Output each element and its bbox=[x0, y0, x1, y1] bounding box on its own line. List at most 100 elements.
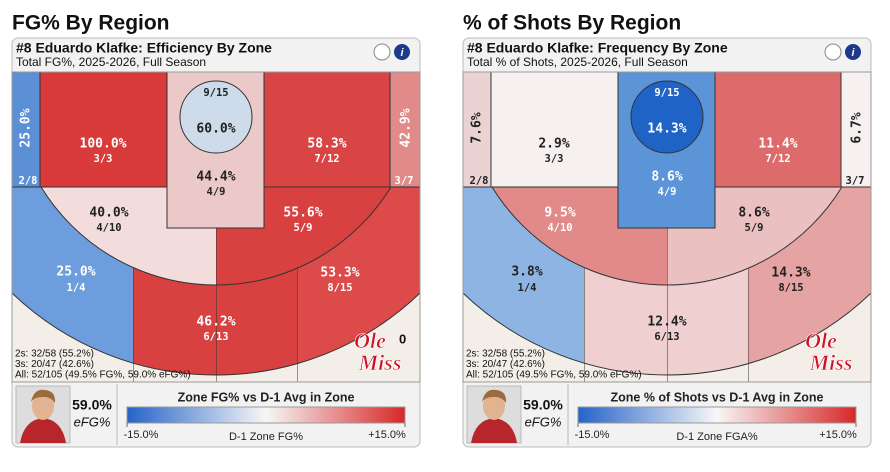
info-glyph: i bbox=[400, 47, 404, 59]
zone-frac: 3/3 bbox=[94, 153, 113, 165]
court: 25.0% 2/8 100.0%3/3 44.4%4/9 60.0% 9/15 58.3%7… bbox=[11, 71, 421, 383]
zone-pct: 7.6% bbox=[470, 112, 485, 143]
panel: #8 Eduardo Klafke: Frequency By ZoneTota… bbox=[462, 37, 872, 448]
zone-frac: 1/4 bbox=[518, 282, 537, 294]
stat-line: All: 52/105 (49.5% FG%, 59.0% eFG%) bbox=[466, 370, 642, 381]
zone bbox=[840, 71, 872, 188]
zone bbox=[462, 71, 492, 188]
efg-label: eFG% bbox=[74, 414, 111, 429]
zone-pct: 2.9% bbox=[538, 137, 569, 152]
zone-frac: 2/8 bbox=[19, 175, 38, 187]
zone-frac: 4/9 bbox=[207, 186, 226, 198]
zone-frac: 1/4 bbox=[67, 282, 86, 294]
zone-pct: 6.7% bbox=[850, 112, 865, 143]
zone bbox=[630, 80, 704, 154]
stat-line: All: 52/105 (49.5% FG%, 59.0% eFG%) bbox=[15, 370, 191, 381]
player-photo bbox=[20, 418, 66, 443]
zone-frac: 7/12 bbox=[314, 153, 339, 165]
efg-value: 59.0% bbox=[523, 397, 563, 413]
zone-pct: 25.0% bbox=[19, 108, 34, 147]
info-glyph: i bbox=[851, 47, 855, 59]
zone-frac: 6/13 bbox=[203, 331, 228, 343]
zone bbox=[714, 71, 842, 188]
team-logo: Miss bbox=[809, 350, 853, 375]
court-border bbox=[462, 71, 872, 383]
stat-line: 2s: 32/58 (55.2%) bbox=[466, 349, 545, 360]
zone-pct: 8.6% bbox=[738, 206, 769, 221]
player-photo bbox=[31, 389, 56, 403]
player-photo bbox=[471, 418, 517, 443]
toggle-icon bbox=[373, 43, 391, 61]
zone-pct: 46.2% bbox=[196, 315, 235, 330]
zone-frac: 3/7 bbox=[846, 175, 865, 187]
panel-heading: % of Shots By Region bbox=[463, 12, 681, 35]
zone-pct: 25.0% bbox=[56, 265, 95, 280]
legend-title: Zone % of Shots vs D-1 Avg in Zone bbox=[611, 390, 824, 404]
zone-pct: 3.8% bbox=[511, 265, 542, 280]
zone-pct: 42.9% bbox=[399, 108, 414, 147]
zone-pct: 9.5% bbox=[544, 206, 575, 221]
zone-pct: 12.4% bbox=[647, 315, 686, 330]
zone-frac: 4/9 bbox=[658, 186, 677, 198]
zone bbox=[39, 71, 168, 188]
zone bbox=[11, 71, 41, 188]
subtitle: Total FG%, 2025-2026, Full Season bbox=[16, 55, 206, 69]
efg-label: eFG% bbox=[525, 414, 562, 429]
zone-pct: 58.3% bbox=[307, 137, 346, 152]
panel: #8 Eduardo Klafke: Efficiency By ZoneTot… bbox=[11, 37, 421, 448]
team-logo: Ole bbox=[354, 328, 386, 353]
zone bbox=[179, 80, 253, 154]
stat-line: 3s: 20/47 (42.6%) bbox=[15, 359, 94, 370]
zone-frac: 3/3 bbox=[545, 153, 564, 165]
zone-pct: 53.3% bbox=[320, 266, 359, 281]
color-bar-axis-label: D-1 Zone FG% bbox=[229, 431, 303, 443]
zone-pct: 8.6% bbox=[651, 170, 682, 185]
zone-pct: 11.4% bbox=[758, 137, 797, 152]
zone-frac: 6/13 bbox=[654, 331, 679, 343]
legend-title: Zone FG% vs D-1 Avg in Zone bbox=[178, 390, 355, 404]
court-border bbox=[11, 71, 421, 383]
stat-line: 3s: 20/47 (42.6%) bbox=[466, 359, 545, 370]
player-photo bbox=[483, 392, 505, 420]
zone-pct: 60.0% bbox=[196, 122, 235, 137]
zone-frac: 7/12 bbox=[765, 153, 790, 165]
subtitle: Total % of Shots, 2025-2026, Full Season bbox=[467, 55, 688, 69]
zone bbox=[263, 71, 391, 188]
zone-frac: 8/15 bbox=[778, 282, 803, 294]
zone-frac: 4/10 bbox=[547, 222, 572, 234]
zone-frac: 9/15 bbox=[654, 87, 679, 99]
zone-frac: 5/9 bbox=[294, 222, 313, 234]
zone bbox=[389, 71, 421, 188]
team-logo: Miss bbox=[358, 350, 402, 375]
zone-pct: 14.3% bbox=[771, 266, 810, 281]
player-title: #8 Eduardo Klafke: Frequency By Zone bbox=[467, 40, 728, 56]
player-photo bbox=[32, 392, 54, 420]
zone-pct: 14.3% bbox=[647, 122, 686, 137]
zone bbox=[490, 71, 619, 188]
color-bar-tick-label: +15.0% bbox=[819, 429, 857, 441]
panel-heading: FG% By Region bbox=[12, 12, 170, 35]
court: 7.6%2/82.9%3/38.6%4/914.3%9/1511.4%7/126… bbox=[462, 71, 872, 383]
zone-pct: 44.4% bbox=[196, 170, 235, 185]
zone-frac: 3/7 bbox=[395, 175, 414, 187]
team-logo: Ole bbox=[805, 328, 837, 353]
zone-pct: 55.6% bbox=[283, 206, 322, 221]
zone-pct: 100.0% bbox=[80, 137, 127, 152]
color-bar-tick-label: +15.0% bbox=[368, 429, 406, 441]
zone-frac: 2/8 bbox=[470, 175, 489, 187]
color-bar-tick-label: -15.0% bbox=[575, 429, 610, 441]
zone-frac: 4/10 bbox=[96, 222, 121, 234]
zone-frac: 5/9 bbox=[745, 222, 764, 234]
zone-frac: 9/15 bbox=[203, 87, 228, 99]
info-icon[interactable] bbox=[845, 44, 861, 60]
toggle-icon bbox=[824, 43, 842, 61]
color-bar-axis-label: D-1 Zone FGA% bbox=[676, 431, 758, 443]
efg-value: 59.0% bbox=[72, 397, 112, 413]
stat-line: 2s: 32/58 (55.2%) bbox=[15, 349, 94, 360]
color-bar bbox=[577, 406, 857, 424]
player-photo bbox=[482, 389, 507, 403]
zone-pct: 40.0% bbox=[89, 206, 128, 221]
zone-frac: 8/15 bbox=[327, 282, 352, 294]
info-icon[interactable] bbox=[394, 44, 410, 60]
